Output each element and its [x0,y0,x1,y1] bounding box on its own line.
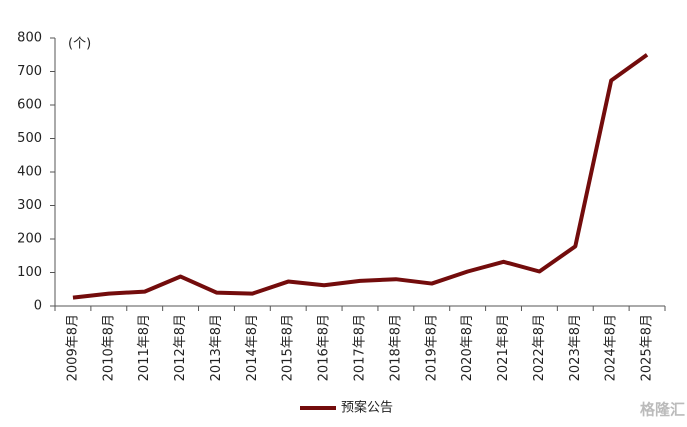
legend-label: 预案公告 [341,401,393,416]
y-tick-label: 500 [17,131,42,146]
x-tick-label: 2013年8月 [209,314,224,381]
y-tick-label: 600 [17,98,42,113]
x-tick-label: 2022年8月 [532,314,547,381]
y-tick-label: 700 [17,64,42,79]
x-tick-label: 2010年8月 [101,314,116,381]
y-tick-label: 100 [17,265,42,280]
x-tick-label: 2011年8月 [137,314,152,381]
x-tick-label: 2019年8月 [424,314,439,381]
x-tick-label: 2024年8月 [604,314,619,381]
y-tick-label: 0 [34,299,42,314]
y-tick-label: 300 [17,198,42,213]
x-tick-label: 2023年8月 [568,314,583,381]
x-tick-label: 2014年8月 [245,314,260,381]
x-tick-label: 2015年8月 [281,314,296,381]
x-tick-label: 2012年8月 [173,314,188,381]
x-tick-label: 2020年8月 [460,314,475,381]
data-line [72,53,649,300]
x-tick-label: 2016年8月 [317,314,332,381]
x-tick-label: 2018年8月 [388,314,403,381]
y-tick-label: 400 [17,165,42,180]
x-tick-label: 2021年8月 [496,314,511,381]
unit-label: (个) [68,37,91,52]
watermark: 格隆汇 [640,401,685,419]
x-tick-label: 2009年8月 [65,314,80,381]
x-tick-label: 2025年8月 [640,314,655,381]
y-tick-label: 800 [17,31,42,46]
x-tick-label: 2017年8月 [353,314,368,381]
y-tick-label: 200 [17,232,42,247]
